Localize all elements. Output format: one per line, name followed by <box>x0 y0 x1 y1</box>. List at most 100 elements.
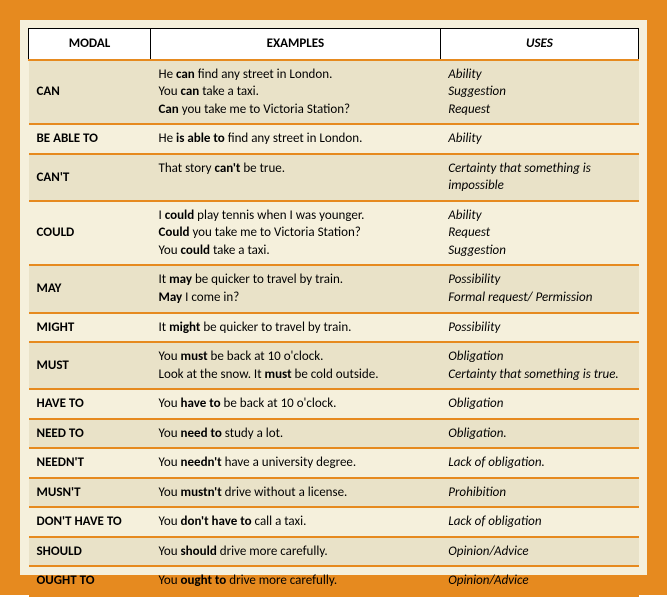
examples-cell: You mustn't drive without a license. <box>151 478 441 508</box>
modal-cell: HAVE TO <box>29 389 151 419</box>
table-row: COULDI could play tennis when I was youn… <box>29 201 639 266</box>
example-line: Can you take me to Victoria Station? <box>159 101 433 119</box>
header-uses: USES <box>440 29 638 60</box>
example-line: You must be back at 10 o'clock. <box>159 348 433 366</box>
use-line: Suggestion <box>448 242 630 260</box>
examples-cell: He is able to find any street in London. <box>151 124 441 154</box>
examples-cell: You must be back at 10 o'clock.Look at t… <box>151 342 441 389</box>
modal-cell: CAN'T <box>29 154 151 201</box>
table-row: DON'T HAVE TO You don't have to call a ta… <box>29 507 639 537</box>
modal-cell: MUST <box>29 342 151 389</box>
use-line: Certainty that something is true. <box>448 366 630 384</box>
use-line: Ability <box>448 130 630 148</box>
examples-cell: You ought to drive more carefully. <box>151 566 441 596</box>
modal-cell: NEEDN'T <box>29 448 151 478</box>
inner-panel: MODAL EXAMPLES USES CAN He can find any s… <box>20 20 647 575</box>
outer-frame: MODAL EXAMPLES USES CAN He can find any s… <box>0 0 667 595</box>
table-row: OUGHT TO You ought to drive more carefull… <box>29 566 639 596</box>
uses-cell: Certainty that something is impossible <box>440 154 638 201</box>
uses-cell: Opinion/Advice <box>440 566 638 596</box>
example-line: It may be quicker to travel by train. <box>159 271 433 289</box>
table-row: MAYIt may be quicker to travel by train.… <box>29 265 639 312</box>
example-line: You could take a taxi. <box>159 242 433 260</box>
use-line: Opinion/Advice <box>448 572 630 590</box>
example-line: You have to be back at 10 o'clock. <box>159 395 433 413</box>
example-line: Could you take me to Victoria Station? <box>159 224 433 242</box>
use-line: Possibility <box>448 319 630 337</box>
use-line: Obligation. <box>448 425 630 443</box>
use-line: Request <box>448 224 630 242</box>
example-line: I could play tennis when I was younger. <box>159 207 433 225</box>
uses-cell: Lack of obligation. <box>440 448 638 478</box>
use-line: Prohibition <box>448 484 630 502</box>
modal-cell: BE ABLE TO <box>29 124 151 154</box>
examples-cell: You should drive more carefully. <box>151 537 441 567</box>
examples-cell: It might be quicker to travel by train. <box>151 313 441 343</box>
table-row: HAVE TO You have to be back at 10 o'clock… <box>29 389 639 419</box>
examples-cell: You have to be back at 10 o'clock. <box>151 389 441 419</box>
example-line: You ought to drive more carefully. <box>159 572 433 590</box>
examples-cell: You don't have to call a taxi. <box>151 507 441 537</box>
modal-cell: DON'T HAVE TO <box>29 507 151 537</box>
use-line: Opinion/Advice <box>448 543 630 561</box>
table-row: BE ABLE TO He is able to find any street … <box>29 124 639 154</box>
table-row: CAN'T That story can't be true. Certainty … <box>29 154 639 201</box>
uses-cell: Prohibition <box>440 478 638 508</box>
use-line: Request <box>448 101 630 119</box>
example-line: It might be quicker to travel by train. <box>159 319 433 337</box>
modal-cell: OUGHT TO <box>29 566 151 596</box>
examples-cell: You needn't have a university degree. <box>151 448 441 478</box>
example-line: You needn't have a university degree. <box>159 454 433 472</box>
use-line: Ability <box>448 207 630 225</box>
use-line: Formal request/ Permission <box>448 289 630 307</box>
use-line: Obligation <box>448 395 630 413</box>
modal-cell: COULD <box>29 201 151 266</box>
example-line: You mustn't drive without a license. <box>159 484 433 502</box>
header-modal: MODAL <box>29 29 151 60</box>
use-line: Obligation <box>448 348 630 366</box>
table-row: SHOULD You should drive more carefully. Op… <box>29 537 639 567</box>
example-line: That story can't be true. <box>159 160 433 178</box>
uses-cell: Opinion/Advice <box>440 537 638 567</box>
uses-cell: Obligation <box>440 389 638 419</box>
examples-cell: I could play tennis when I was younger.C… <box>151 201 441 266</box>
example-line: May I come in? <box>159 289 433 307</box>
modal-cell: CAN <box>29 60 151 125</box>
header-examples: EXAMPLES <box>151 29 441 60</box>
example-line: You don't have to call a taxi. <box>159 513 433 531</box>
uses-cell: Obligation. <box>440 419 638 449</box>
example-line: You need to study a lot. <box>159 425 433 443</box>
table-row: MUSN'T You mustn't drive without a licens… <box>29 478 639 508</box>
table-header-row: MODAL EXAMPLES USES <box>29 29 639 60</box>
uses-cell: ObligationCertainty that something is tr… <box>440 342 638 389</box>
use-line: Certainty that something is impossible <box>448 160 630 195</box>
example-line: He is able to find any street in London. <box>159 130 433 148</box>
uses-cell: Possibility <box>440 313 638 343</box>
example-line: Look at the snow. It must be cold outsid… <box>159 366 433 384</box>
examples-cell: That story can't be true. <box>151 154 441 201</box>
uses-cell: PossibilityFormal request/ Permission <box>440 265 638 312</box>
modal-cell: MIGHT <box>29 313 151 343</box>
example-line: You can take a taxi. <box>159 83 433 101</box>
uses-cell: AbilitySuggestionRequest <box>440 60 638 125</box>
example-line: He can find any street in London. <box>159 66 433 84</box>
example-line: You should drive more carefully. <box>159 543 433 561</box>
modal-cell: MUSN'T <box>29 478 151 508</box>
examples-cell: It may be quicker to travel by train.May… <box>151 265 441 312</box>
use-line: Possibility <box>448 271 630 289</box>
uses-cell: AbilityRequestSuggestion <box>440 201 638 266</box>
table-row: NEED TO You need to study a lot. Obligatio… <box>29 419 639 449</box>
table-row: MIGHT It might be quicker to travel by tr… <box>29 313 639 343</box>
table-row: NEEDN'T You needn't have a university deg… <box>29 448 639 478</box>
uses-cell: Ability <box>440 124 638 154</box>
uses-cell: Lack of obligation <box>440 507 638 537</box>
examples-cell: You need to study a lot. <box>151 419 441 449</box>
modal-cell: NEED TO <box>29 419 151 449</box>
use-line: Lack of obligation. <box>448 454 630 472</box>
table-row: MUSTYou must be back at 10 o'clock.Look … <box>29 342 639 389</box>
modal-verbs-table: MODAL EXAMPLES USES CAN He can find any s… <box>28 28 639 597</box>
modal-cell: SHOULD <box>29 537 151 567</box>
use-line: Ability <box>448 66 630 84</box>
use-line: Suggestion <box>448 83 630 101</box>
table-row: CAN He can find any street in London.You … <box>29 60 639 125</box>
